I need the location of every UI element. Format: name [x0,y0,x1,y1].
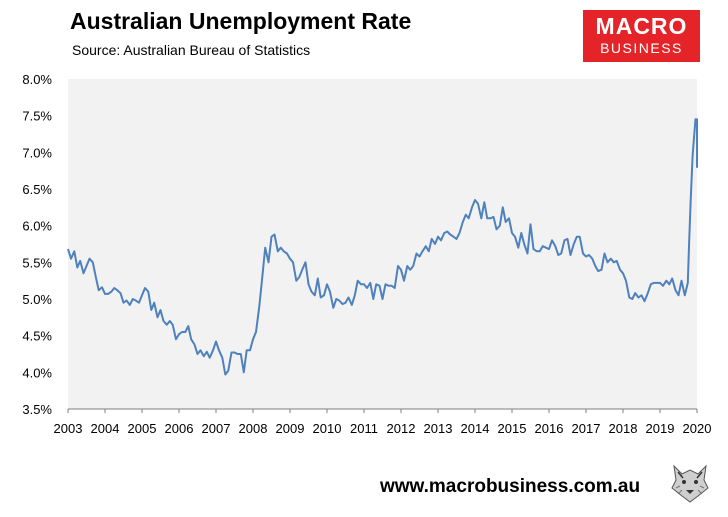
x-tick-label: 2004 [91,421,120,436]
x-tick-label: 2006 [165,421,194,436]
chart-title: Australian Unemployment Rate [70,8,412,34]
x-tick-label: 2012 [387,421,416,436]
website-url[interactable]: www.macrobusiness.com.au [380,476,641,497]
x-axis-ticks: 2003 2004 2005 2006 2007 2008 2009 2010 2011 2012… [54,409,712,436]
macrobusiness-logo: MACRO BUSINESS [583,10,700,62]
y-tick-label: 5.0% [22,292,52,307]
x-tick-label: 2009 [276,421,305,436]
y-tick-label: 5.5% [22,255,52,270]
x-tick-label: 2010 [313,421,342,436]
x-tick-label: 2016 [535,421,564,436]
chart-source: Source: Australian Bureau of Statistics [72,42,311,58]
logo-line-2: BUSINESS [600,40,683,56]
y-axis-ticks: 3.5% 4.0% 4.5% 5.0% 5.5% 6.0% 6.5% 7.0% 7.5% 8.0% [22,72,52,417]
x-tick-label: 2005 [128,421,157,436]
x-tick-label: 2020 [683,421,712,436]
x-tick-label: 2013 [424,421,453,436]
y-tick-label: 3.5% [22,402,52,417]
y-tick-label: 7.5% [22,109,52,124]
y-tick-label: 6.0% [22,219,52,234]
x-tick-label: 2003 [54,421,83,436]
y-tick-label: 8.0% [22,72,52,87]
y-tick-label: 6.5% [22,182,52,197]
x-tick-label: 2014 [461,421,490,436]
x-tick-label: 2019 [646,421,675,436]
y-tick-label: 4.5% [22,329,52,344]
wolf-logo-icon [668,460,712,504]
x-tick-label: 2008 [239,421,268,436]
x-tick-label: 2017 [572,421,601,436]
logo-line-1: MACRO [595,13,688,39]
x-tick-label: 2011 [350,421,378,436]
y-tick-label: 4.0% [22,365,52,380]
x-tick-label: 2007 [202,421,231,436]
unemployment-rate-series-line [67,118,698,376]
x-tick-label: 2015 [498,421,527,436]
y-tick-label: 7.0% [22,145,52,160]
x-tick-label: 2018 [609,421,638,436]
plot-area [68,79,697,409]
